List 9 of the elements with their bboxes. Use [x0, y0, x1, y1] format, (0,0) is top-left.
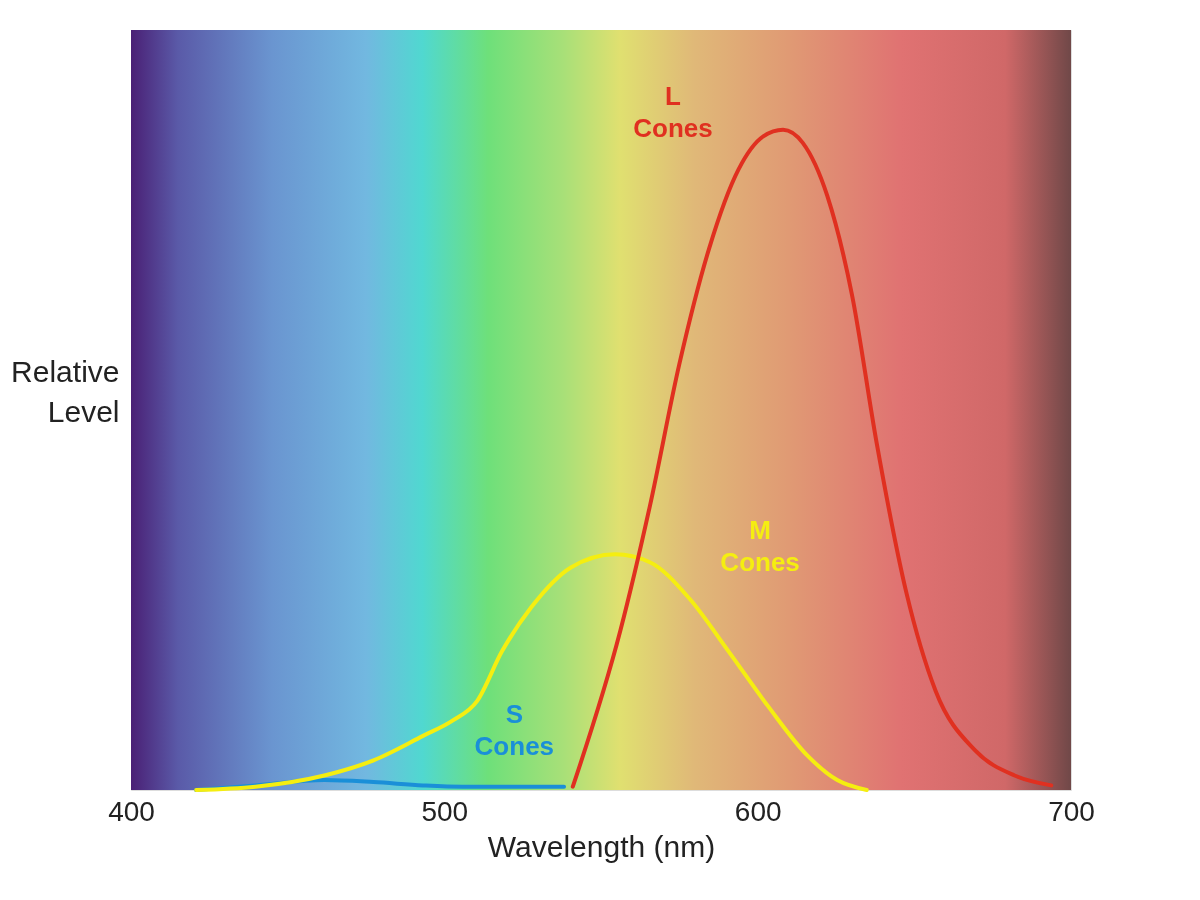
x-tick-label: 700 [1048, 795, 1095, 827]
x-tick-label: 600 [734, 795, 782, 827]
y-axis-title: Relative Level [11, 354, 120, 428]
x-tick-label: 400 [108, 795, 155, 827]
x-axis-title: Wavelength (nm) [487, 829, 716, 863]
series-label: M Cones [720, 515, 800, 578]
series-label: S Cones [474, 699, 555, 762]
series-label: L Cones [633, 80, 713, 143]
x-tick-label: 500 [421, 795, 469, 827]
